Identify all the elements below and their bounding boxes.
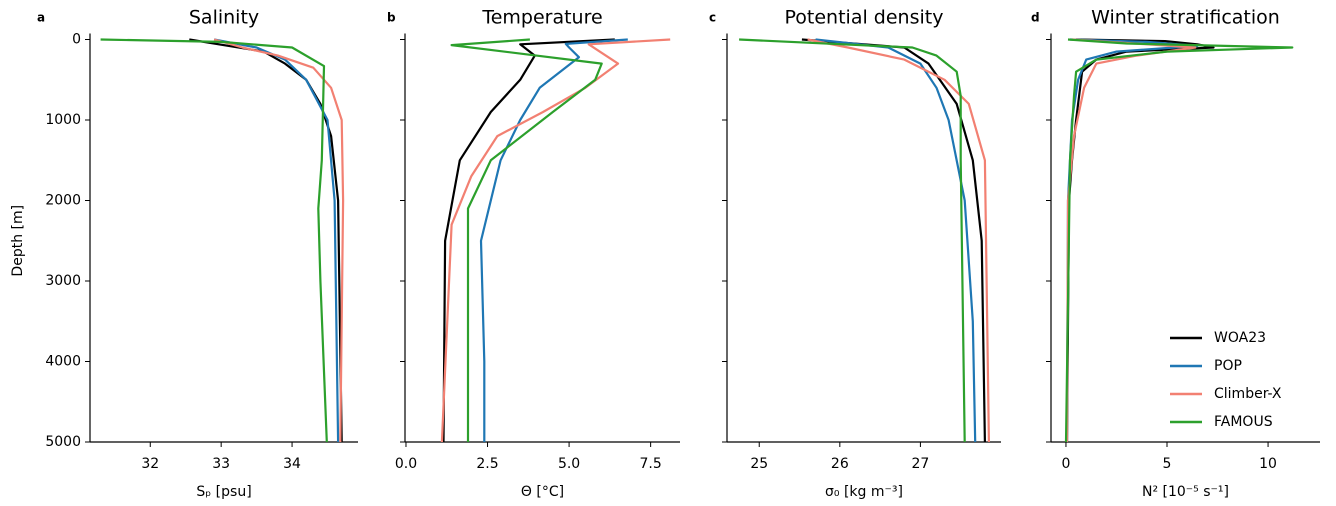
profile-line (801, 38, 986, 443)
profile-line (442, 38, 615, 443)
legend-label: Climber-X (1214, 386, 1282, 402)
legend-label: FAMOUS (1214, 414, 1273, 430)
x-axis-label: Sₚ [psu] (196, 484, 251, 500)
profile-line (1065, 38, 1199, 443)
profile-line (213, 38, 340, 443)
x-tick-label: 26 (831, 456, 849, 472)
profile-line (479, 38, 628, 442)
x-tick-label: 0 (1061, 456, 1070, 472)
x-tick-label: 0.0 (395, 456, 417, 472)
y-tick-label: 1000 (45, 112, 81, 128)
profile-line (450, 38, 603, 442)
x-tick-label: 27 (911, 456, 929, 472)
legend-label: POP (1214, 358, 1242, 374)
panel-title: Temperature (481, 7, 602, 29)
x-tick-label: 34 (283, 456, 301, 472)
x-tick-label: 7.5 (640, 456, 662, 472)
x-tick-label: 10 (1259, 456, 1277, 472)
x-axis-label: N² [10⁻⁵ s⁻¹] (1142, 484, 1229, 500)
profile-line (815, 38, 977, 443)
panel-title: Winter stratification (1091, 7, 1280, 29)
x-tick-label: 33 (212, 456, 230, 472)
y-tick-label: 5000 (45, 434, 81, 450)
profile-line (1065, 38, 1215, 443)
y-tick-label: 3000 (45, 273, 81, 289)
x-tick-label: 5.0 (558, 456, 580, 472)
panel-label: b (387, 11, 396, 25)
profile-line (739, 38, 966, 443)
profile-line (1065, 38, 1197, 443)
profile-line (213, 38, 345, 443)
panel-label: c (709, 11, 716, 25)
profile-line (440, 38, 671, 443)
x-axis-label: σ₀ [kg m⁻³] (825, 484, 903, 500)
profile-line (807, 38, 990, 443)
x-tick-label: 5 (1163, 456, 1172, 472)
y-tick-label: 0 (72, 32, 81, 48)
y-axis-label: Depth [m] (10, 205, 26, 277)
profile-line (100, 38, 328, 443)
x-tick-label: 32 (141, 456, 159, 472)
x-tick-label: 25 (750, 456, 768, 472)
y-tick-label: 2000 (45, 193, 81, 209)
x-tick-label: 2.5 (476, 456, 498, 472)
panel-label: a (37, 11, 45, 25)
x-axis-label: Θ [°C] (521, 484, 564, 500)
profile-line (1064, 38, 1294, 443)
panel-title: Salinity (189, 7, 259, 29)
y-tick-label: 4000 (45, 354, 81, 370)
panel-label: d (1031, 11, 1040, 25)
panel-title: Potential density (785, 7, 944, 29)
legend-label: WOA23 (1214, 330, 1266, 346)
